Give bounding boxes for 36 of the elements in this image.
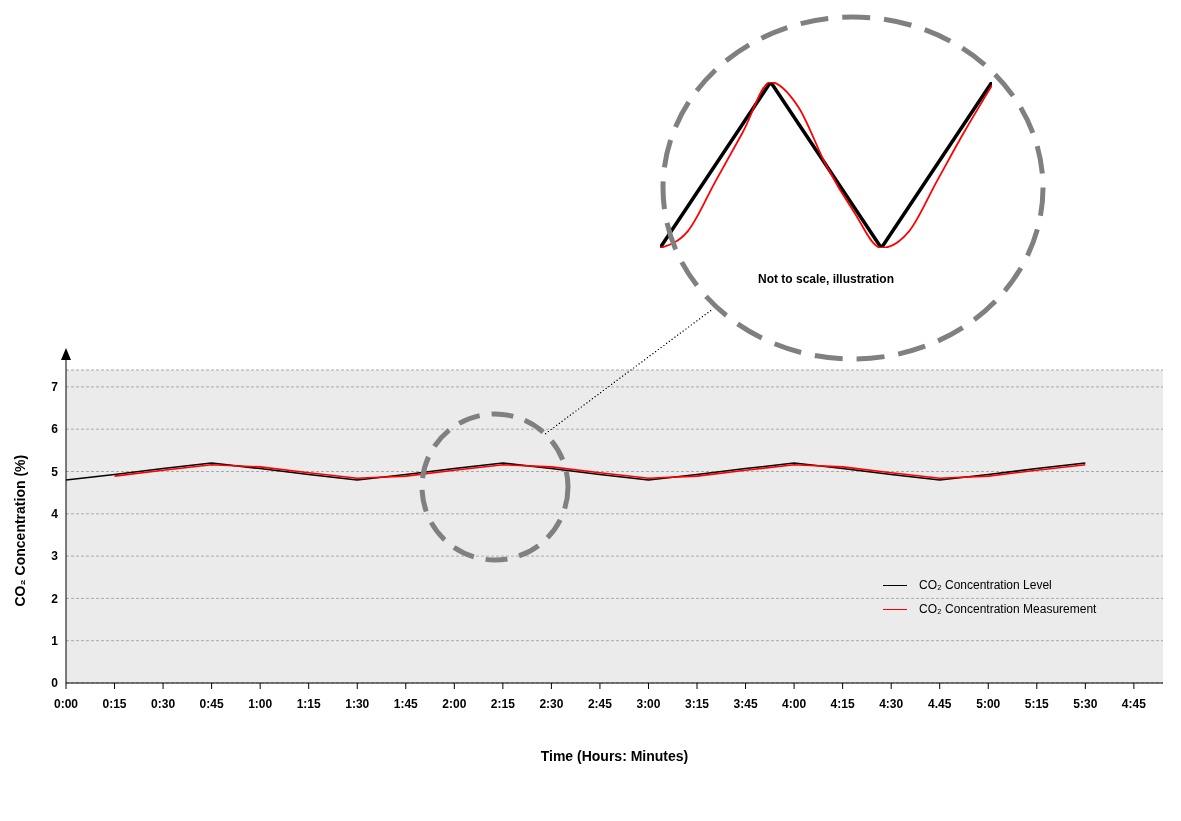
y-tick-label: 5 — [51, 464, 59, 479]
y-tick-label: 0 — [51, 676, 59, 691]
y-tick-label: 6 — [51, 422, 59, 437]
x-tick-label: 4:00 — [782, 696, 807, 711]
x-tick-label: 1:15 — [296, 696, 322, 711]
x-tick-label: 0:15 — [102, 696, 127, 711]
legend-label: CO₂ Concentration Measurement — [919, 602, 1097, 616]
y-axis-title: CO₂ Concentration (%) — [11, 454, 28, 607]
x-tick-label: 5:15 — [1024, 696, 1050, 711]
x-tick-label: 2:30 — [539, 696, 564, 711]
x-tick-label: 4.45 — [928, 696, 952, 711]
x-tick-label: 3:45 — [733, 696, 758, 711]
x-tick-label: 0:00 — [53, 696, 79, 711]
x-tick-label: 0:45 — [199, 696, 224, 711]
x-tick-label: 0:30 — [151, 696, 176, 711]
x-tick-label: 1:45 — [393, 696, 419, 711]
x-tick-label: 5:00 — [976, 696, 1001, 711]
y-tick-label: 7 — [51, 380, 59, 395]
x-axis-title: Time (Hours: Minutes) — [540, 748, 689, 764]
x-tick-label: 2:00 — [442, 696, 467, 711]
x-tick-label: 1:30 — [345, 696, 370, 711]
x-tick-label: 2:15 — [490, 696, 516, 711]
x-tick-label: 2:45 — [587, 696, 613, 711]
y-tick-label: 3 — [51, 549, 59, 564]
y-tick-label: 1 — [51, 633, 59, 648]
x-tick-label: 5:30 — [1073, 696, 1098, 711]
y-tick-label: 2 — [51, 591, 59, 606]
y-tick-label: 4 — [51, 507, 59, 522]
x-tick-label: 4:15 — [830, 696, 855, 711]
legend-label: CO₂ Concentration Level — [919, 578, 1052, 592]
text: Not to scale, illustration — [757, 272, 895, 286]
x-tick-label: 1:00 — [248, 696, 273, 711]
x-tick-label: 4:30 — [879, 696, 904, 711]
x-tick-label: 3:15 — [685, 696, 710, 711]
x-tick-label: 3:00 — [636, 696, 661, 711]
x-tick-label: 4:45 — [1121, 696, 1147, 711]
